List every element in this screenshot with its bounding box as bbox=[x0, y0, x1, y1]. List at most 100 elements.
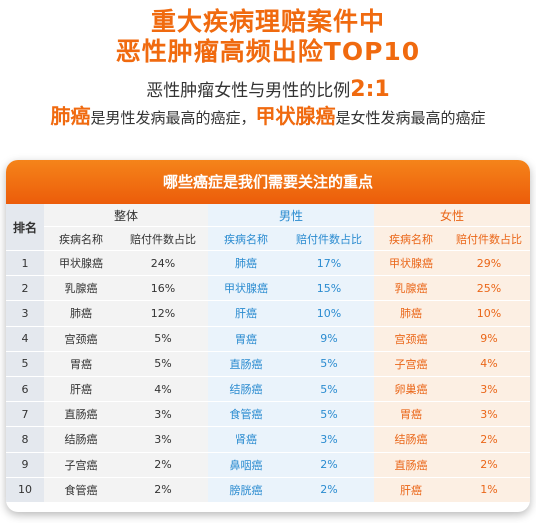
male-pct-cell: 5% bbox=[284, 351, 374, 376]
ranking-table-card: 哪些癌症是我们需要关注的重点 排名 整体 男性 女性 疾病名称 赔付件数占比 疾… bbox=[6, 160, 530, 512]
female-name-cell: 乳腺癌 bbox=[374, 276, 448, 301]
rank-cell: 7 bbox=[6, 402, 44, 427]
female-name-cell: 肺癌 bbox=[374, 301, 448, 326]
female-name-cell: 子宫癌 bbox=[374, 351, 448, 376]
rank-cell: 6 bbox=[6, 377, 44, 402]
male-pct-cell: 17% bbox=[284, 251, 374, 276]
male-name-cell: 肾癌 bbox=[208, 427, 284, 452]
rank-cell: 2 bbox=[6, 276, 44, 301]
rank-cell: 8 bbox=[6, 427, 44, 452]
male-name-cell: 食管癌 bbox=[208, 402, 284, 427]
overall-pct-cell: 12% bbox=[118, 301, 208, 326]
rank-cell: 3 bbox=[6, 301, 44, 326]
female-pct-cell: 10% bbox=[448, 301, 530, 326]
overall-pct-cell: 2% bbox=[118, 452, 208, 477]
female-pct-cell: 1% bbox=[448, 477, 530, 502]
overall-name-cell: 胃癌 bbox=[44, 351, 118, 376]
overall-pct-cell: 5% bbox=[118, 351, 208, 376]
male-pct-cell: 3% bbox=[284, 427, 374, 452]
male-pct-cell: 5% bbox=[284, 402, 374, 427]
group-female: 女性 bbox=[374, 204, 530, 226]
rank-header: 排名 bbox=[6, 204, 44, 250]
group-overall: 整体 bbox=[44, 204, 208, 226]
male-top-cancer: 肺癌 bbox=[50, 104, 91, 128]
ratio-value: 2:1 bbox=[350, 77, 390, 102]
female-name-cell: 直肠癌 bbox=[374, 452, 448, 477]
table-row: 10 食管癌 2% 膀胱癌 2% 肝癌 1% bbox=[6, 477, 530, 502]
rank-cell: 1 bbox=[6, 251, 44, 276]
female-pct-cell: 9% bbox=[448, 326, 530, 351]
overall-pct-cell: 3% bbox=[118, 402, 208, 427]
rank-cell: 10 bbox=[6, 477, 44, 502]
male-name-cell: 肺癌 bbox=[208, 251, 284, 276]
ratio-line: 恶性肿瘤女性与男性的比例2:1 bbox=[0, 78, 536, 103]
female-pct-cell: 3% bbox=[448, 402, 530, 427]
female-pct-header: 赔付件数占比 bbox=[448, 227, 530, 250]
male-name-cell: 鼻咽癌 bbox=[208, 452, 284, 477]
male-pct-cell: 15% bbox=[284, 276, 374, 301]
male-pct-header: 赔付件数占比 bbox=[284, 227, 374, 250]
male-name-cell: 膀胱癌 bbox=[208, 477, 284, 502]
rank-cell: 9 bbox=[6, 452, 44, 477]
table-row: 9 子宫癌 2% 鼻咽癌 2% 直肠癌 2% bbox=[6, 452, 530, 477]
overall-name-cell: 肝癌 bbox=[44, 377, 118, 402]
female-name-cell: 卵巢癌 bbox=[374, 377, 448, 402]
rank-cell: 4 bbox=[6, 326, 44, 351]
overall-pct-cell: 2% bbox=[118, 477, 208, 502]
male-pct-cell: 2% bbox=[284, 477, 374, 502]
female-pct-cell: 2% bbox=[448, 427, 530, 452]
table-column-header: 疾病名称 赔付件数占比 疾病名称 赔付件数占比 疾病名称 赔付件数占比 bbox=[6, 227, 530, 250]
male-note-text: 是男性发病最高的癌症， bbox=[90, 109, 256, 127]
male-name-cell: 结肠癌 bbox=[208, 377, 284, 402]
table-row: 4 宫颈癌 5% 胃癌 9% 宫颈癌 9% bbox=[6, 326, 530, 351]
female-pct-cell: 2% bbox=[448, 452, 530, 477]
male-pct-cell: 9% bbox=[284, 326, 374, 351]
group-male: 男性 bbox=[208, 204, 374, 226]
male-name-cell: 直肠癌 bbox=[208, 351, 284, 376]
female-name-header: 疾病名称 bbox=[374, 227, 448, 250]
overall-pct-cell: 16% bbox=[118, 276, 208, 301]
title-line-2: 恶性肿瘤高频出险TOP10 bbox=[115, 37, 421, 66]
table-row: 8 结肠癌 3% 肾癌 3% 结肠癌 2% bbox=[6, 427, 530, 452]
overall-name-cell: 食管癌 bbox=[44, 477, 118, 502]
overall-name-header: 疾病名称 bbox=[44, 227, 118, 250]
male-name-cell: 甲状腺癌 bbox=[208, 276, 284, 301]
overall-name-cell: 肺癌 bbox=[44, 301, 118, 326]
table-row: 2 乳腺癌 16% 甲状腺癌 15% 乳腺癌 25% bbox=[6, 276, 530, 301]
female-note-text: 是女性发病最高的癌症 bbox=[335, 109, 486, 127]
ratio-text: 恶性肿瘤女性与男性的比例 bbox=[146, 81, 351, 101]
female-pct-cell: 29% bbox=[448, 251, 530, 276]
table-row: 5 胃癌 5% 直肠癌 5% 子宫癌 4% bbox=[6, 351, 530, 376]
female-top-cancer: 甲状腺癌 bbox=[255, 104, 336, 128]
table-row: 7 直肠癌 3% 食管癌 5% 胃癌 3% bbox=[6, 402, 530, 427]
overall-pct-cell: 24% bbox=[118, 251, 208, 276]
female-pct-cell: 25% bbox=[448, 276, 530, 301]
female-name-cell: 结肠癌 bbox=[374, 427, 448, 452]
table-row: 6 肝癌 4% 结肠癌 5% 卵巢癌 3% bbox=[6, 377, 530, 402]
overall-pct-header: 赔付件数占比 bbox=[118, 227, 208, 250]
overall-name-cell: 子宫癌 bbox=[44, 452, 118, 477]
title-line-1: 重大疾病理赔案件中 bbox=[150, 7, 385, 36]
table-row: 1 甲状腺癌 24% 肺癌 17% 甲状腺癌 29% bbox=[6, 251, 530, 276]
overall-name-cell: 甲状腺癌 bbox=[44, 251, 118, 276]
female-name-cell: 肝癌 bbox=[374, 477, 448, 502]
overall-name-cell: 结肠癌 bbox=[44, 427, 118, 452]
male-pct-cell: 5% bbox=[284, 377, 374, 402]
male-pct-cell: 10% bbox=[284, 301, 374, 326]
table-banner: 哪些癌症是我们需要关注的重点 bbox=[6, 160, 530, 204]
female-pct-cell: 4% bbox=[448, 351, 530, 376]
male-name-header: 疾病名称 bbox=[208, 227, 284, 250]
overall-pct-cell: 4% bbox=[118, 377, 208, 402]
female-name-cell: 宫颈癌 bbox=[374, 326, 448, 351]
female-name-cell: 甲状腺癌 bbox=[374, 251, 448, 276]
female-pct-cell: 3% bbox=[448, 377, 530, 402]
highlight-note: 肺癌是男性发病最高的癌症，甲状腺癌是女性发病最高的癌症 bbox=[0, 104, 536, 130]
rank-cell: 5 bbox=[6, 351, 44, 376]
male-name-cell: 肝癌 bbox=[208, 301, 284, 326]
male-name-cell: 胃癌 bbox=[208, 326, 284, 351]
overall-name-cell: 直肠癌 bbox=[44, 402, 118, 427]
table-row: 3 肺癌 12% 肝癌 10% 肺癌 10% bbox=[6, 301, 530, 326]
overall-pct-cell: 3% bbox=[118, 427, 208, 452]
overall-pct-cell: 5% bbox=[118, 326, 208, 351]
male-pct-cell: 2% bbox=[284, 452, 374, 477]
